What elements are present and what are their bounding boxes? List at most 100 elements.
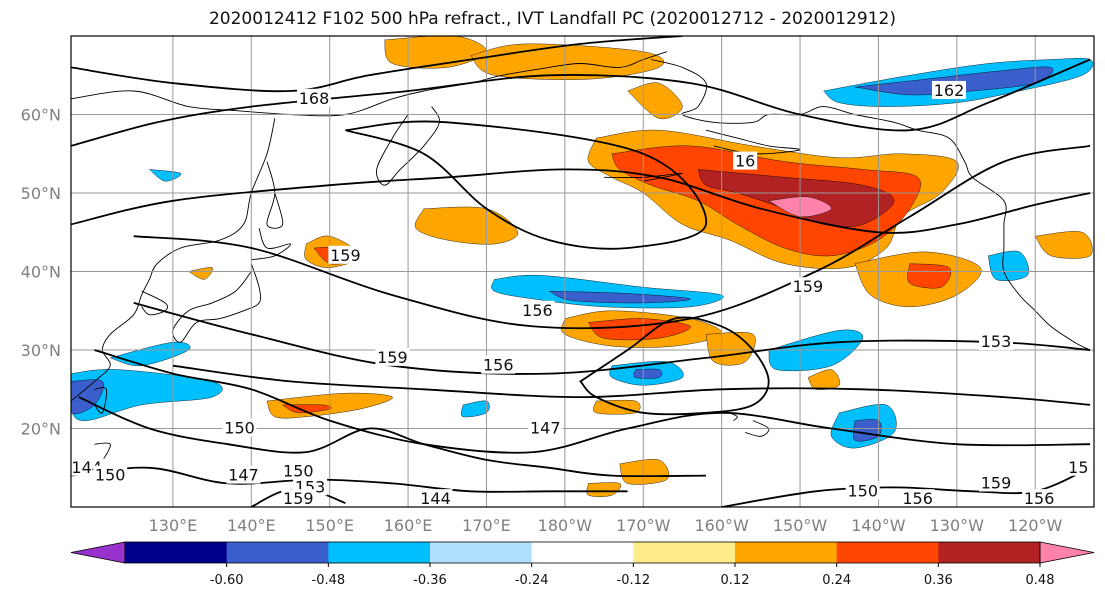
colorbar-tick-label: -0.12 [617,573,651,588]
contour-label: 156 [1024,489,1055,508]
contour-label: 153 [981,332,1012,351]
coastline [266,161,284,229]
coastline [71,118,276,402]
lat-label: 60°N [21,106,61,125]
contour-label-bg [481,355,516,374]
height-contour [579,316,770,416]
contour-label: 159 [377,348,408,367]
longitude-labels: 130°E 140°E 150°E 160°E 170°E 180°W 170°W 160°W… [149,516,1063,535]
lon-label: 140°W [851,516,906,535]
contour-label: 162 [934,81,965,100]
contour-label: 159 [793,277,824,296]
shading-region [854,66,1054,96]
lat-label: 30°N [21,341,61,360]
colorbar-tick-label: -0.60 [210,573,244,588]
shading-region [627,82,683,120]
contour-label: 15 [1068,458,1088,477]
colorbar-segment [125,542,228,563]
coastline [604,172,683,182]
shading-region [907,263,952,289]
lon-label: 180°W [538,516,593,535]
colorbar-segment [430,542,533,563]
lon-label: 130°W [930,516,985,535]
shading-region [633,368,663,379]
contour-label-bg [790,277,825,296]
height-contour [71,168,1091,234]
lat-label: 40°N [21,263,61,282]
colorbar-tick-label: 0.24 [822,573,851,588]
colorbar-tick-label: -0.36 [413,573,447,588]
shading-region [586,482,622,497]
contour-label-bg [281,489,316,507]
lat-label: 20°N [21,420,61,439]
colorbar: -0.60 -0.48 -0.36 -0.24 -0.12 0.12 0.24 0.36 0.4… [70,541,1095,588]
colorbar-tick-label: 0.12 [721,573,750,588]
colorbar-tick-label: -0.24 [515,573,549,588]
contour-label-bg [1022,489,1057,507]
lon-label: 160°W [694,516,749,535]
height-contour [71,36,683,93]
colorbar-tick-label: 0.36 [924,573,953,588]
shading-region [987,250,1029,281]
contour-label-bg [979,332,1014,351]
contour-label-bg [520,300,555,319]
contour-label: 150 [847,481,878,500]
contour-label-bg [328,245,363,264]
lat-label: 50°N [21,184,61,203]
height-contour [133,145,1091,330]
lon-label: 170°W [616,516,671,535]
contour-label: 150 [95,466,126,485]
contour-label: 159 [330,246,361,265]
contour-label: 150 [283,462,314,481]
colorbar-segment [328,542,431,563]
colorbar-segment [735,542,838,563]
shading-region [593,399,641,415]
height-contour [172,364,1091,406]
lon-label: 140°E [227,516,276,535]
colorbar-tick-label: 0.48 [1026,573,1055,588]
contour-label-bg [226,465,261,484]
contour-label-bg [222,418,257,437]
lon-label: 130°E [149,516,198,535]
colorbar-segment [531,542,634,563]
shading-region [1034,231,1093,259]
colorbar-segment [226,542,329,563]
map-title: 2020012412 F102 500 hPa refract., IVT La… [208,9,896,29]
colorbar-segment [938,542,1041,563]
contour-label: 156 [483,356,514,375]
height-contour [94,349,1091,454]
contour-label-bg [900,489,935,507]
contour-label: 16 [735,152,755,171]
contour-label: 147 [228,466,259,485]
coastline [745,420,770,437]
contour-label-bg [979,473,1014,492]
coastline [376,106,440,186]
contour-label: 168 [299,89,330,108]
gridlines [71,36,1094,507]
contour-label-bg [845,481,880,500]
lon-label: 120°W [1008,516,1063,535]
contour-label-bg [528,418,563,437]
lon-label: 170°E [462,516,511,535]
contour-label: 144 [420,489,451,508]
height-contour [133,302,1091,375]
lon-label: 160°E [384,516,433,535]
contour-labels: 168 162 16 159 156 159 159 156 153 150 147 147 144 15… [71,80,1091,508]
contour-label: 147 [530,419,561,438]
colorbar-tick-label: -0.48 [312,573,346,588]
colorbar-extend-max [1039,541,1095,564]
lon-label: 150°E [305,516,354,535]
shading-region [549,290,691,304]
height-contour [71,58,1091,147]
colorbar-segment [836,542,939,563]
contour-label-bg [931,80,966,99]
contour-label-bg [418,489,453,507]
shading-region [619,459,670,485]
colorbar-extend-min [70,541,126,564]
shading-region [807,369,841,390]
lon-label: 150°W [773,516,828,535]
coastline [251,228,291,261]
map-frame [70,35,1095,508]
shading-region [587,318,691,341]
